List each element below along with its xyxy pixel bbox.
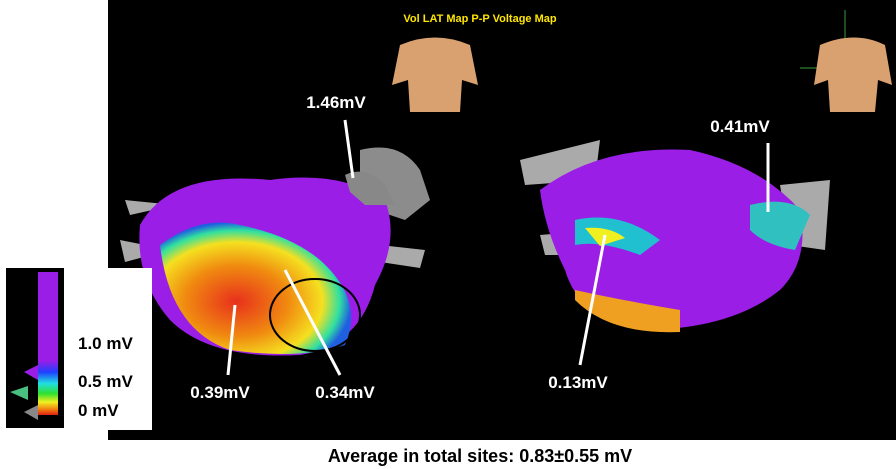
voltage-label: 1.46mV — [306, 93, 366, 112]
legend-label: 0 mV — [78, 401, 119, 420]
voltage-label: 0.34mV — [315, 383, 375, 402]
color-legend: 1.0 mV 0.5 mV 0 mV — [0, 268, 152, 430]
voltage-label: 0.41mV — [710, 117, 770, 136]
legend-label: 1.0 mV — [78, 334, 133, 353]
map-title: Vol LAT Map P-P Voltage Map — [403, 13, 556, 25]
voltage-label: 0.39mV — [190, 383, 250, 402]
voltage-label: 0.13mV — [548, 373, 608, 392]
legend-label: 0.5 mV — [78, 372, 133, 391]
figure: Vol LAT Map P-P Voltage Map 1.46mV 0.41m… — [0, 0, 896, 469]
caption: Average in total sites: 0.83±0.55 mV — [328, 446, 632, 466]
